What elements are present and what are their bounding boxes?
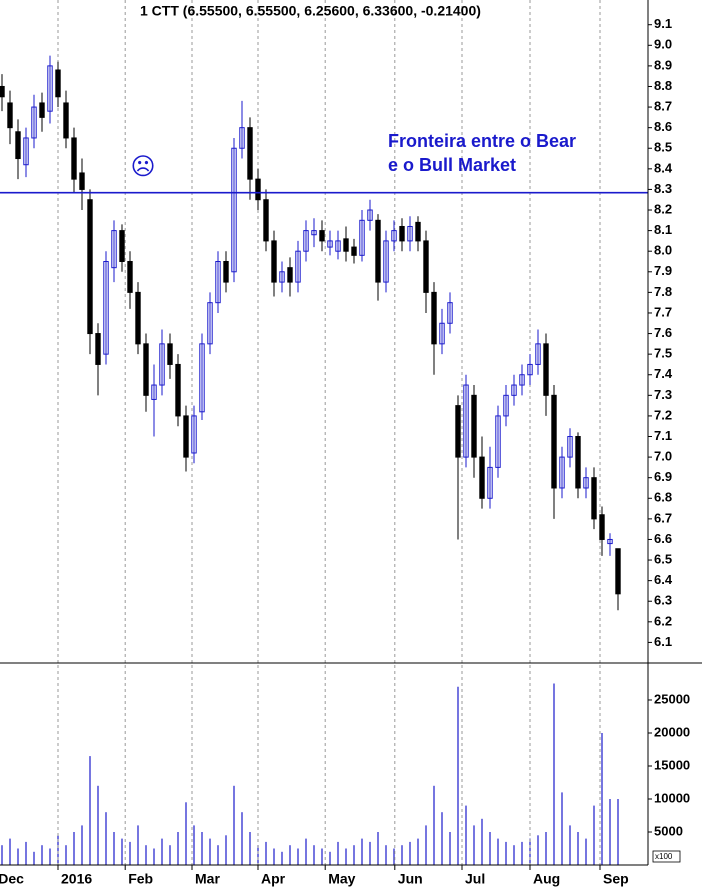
annotation: e o Bull Market xyxy=(388,155,516,175)
y-tick-label: 6.5 xyxy=(654,551,672,566)
y-tick-label: 8.4 xyxy=(654,160,673,175)
y-tick-label: 7.8 xyxy=(654,284,672,299)
annotation: Fronteira entre o Bear xyxy=(388,131,576,151)
y-tick-label: 6.2 xyxy=(654,613,672,628)
y-tick-label: 7.5 xyxy=(654,346,672,361)
y-tick-label: 7.7 xyxy=(654,304,672,319)
y-tick-label: 9.1 xyxy=(654,16,672,31)
y-tick-label: 8.7 xyxy=(654,99,672,114)
y-tick-label: 25000 xyxy=(654,691,690,706)
y-tick-label: 6.3 xyxy=(654,593,672,608)
y-tick-label: 9.0 xyxy=(654,37,672,52)
x-tick-label: Mar xyxy=(195,871,220,887)
y-tick-label: 7.0 xyxy=(654,449,672,464)
unit-label: x100 xyxy=(655,852,673,861)
chart-title: 1 CTT (6.55500, 6.55500, 6.25600, 6.3360… xyxy=(140,3,481,19)
y-tick-label: 6.7 xyxy=(654,510,672,525)
y-tick-label: 10000 xyxy=(654,790,690,805)
y-tick-label: 8.3 xyxy=(654,181,672,196)
y-tick-label: 7.2 xyxy=(654,407,672,422)
y-tick-label: 8.5 xyxy=(654,140,672,155)
y-tick-label: 6.9 xyxy=(654,469,672,484)
y-tick-label: 8.1 xyxy=(654,222,672,237)
x-tick-label: May xyxy=(328,871,355,887)
y-tick-label: 7.9 xyxy=(654,263,672,278)
y-tick-label: 7.4 xyxy=(654,366,673,381)
y-tick-label: 8.2 xyxy=(654,201,672,216)
y-tick-label: 8.0 xyxy=(654,243,672,258)
y-tick-label: 6.4 xyxy=(654,572,673,587)
x-tick-label: Feb xyxy=(128,871,153,887)
y-tick-label: 6.6 xyxy=(654,531,672,546)
y-tick-label: 5000 xyxy=(654,823,683,838)
x-tick-label: Aug xyxy=(533,871,560,887)
x-tick-label: Dec xyxy=(0,871,24,887)
y-tick-label: 15000 xyxy=(654,757,690,772)
y-tick-label: 8.8 xyxy=(654,78,672,93)
x-tick-label: Apr xyxy=(261,871,286,887)
y-tick-label: 8.9 xyxy=(654,57,672,72)
annotation-icon: ☹ xyxy=(130,153,155,180)
x-tick-label: Sep xyxy=(603,871,629,887)
y-tick-label: 8.6 xyxy=(654,119,672,134)
unit-box xyxy=(652,850,681,863)
y-tick-label: 7.6 xyxy=(654,325,672,340)
x-tick-label: 2016 xyxy=(61,871,92,887)
y-tick-label: 7.3 xyxy=(654,387,672,402)
x-tick-label: Jun xyxy=(398,871,423,887)
y-tick-label: 7.1 xyxy=(654,428,672,443)
x-tick-label: Jul xyxy=(465,871,485,887)
y-tick-label: 6.8 xyxy=(654,490,672,505)
y-tick-label: 20000 xyxy=(654,724,690,739)
y-tick-label: 6.1 xyxy=(654,634,672,649)
